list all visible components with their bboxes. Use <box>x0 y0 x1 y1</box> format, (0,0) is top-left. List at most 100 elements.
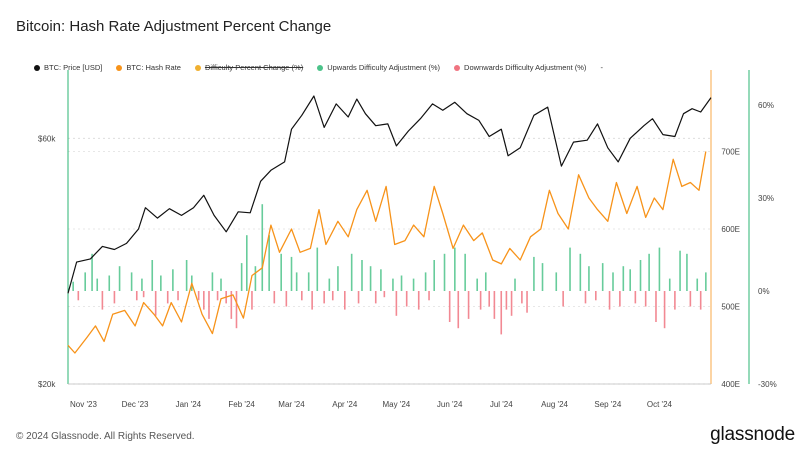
legend-item-2[interactable]: Difficulty Percent Change (%) <box>194 63 303 72</box>
legend-dot-icon <box>317 64 324 71</box>
x-tick-label: Mar '24 <box>278 400 305 409</box>
upward-adjustment-bar <box>307 272 310 291</box>
legend-item-1[interactable]: BTC: Hash Rate <box>116 63 181 72</box>
downward-adjustment-bar <box>230 291 233 319</box>
downward-adjustment-bar <box>584 291 587 304</box>
upward-adjustment-bar <box>639 260 642 291</box>
upward-adjustment-bar <box>569 247 571 291</box>
upward-adjustment-bar <box>290 256 293 291</box>
downward-adjustment-bar <box>619 291 621 307</box>
downward-adjustment-bar <box>448 291 451 322</box>
x-tick-label: May '24 <box>382 400 410 409</box>
upward-adjustment-bar <box>686 253 688 291</box>
upward-adjustment-bar <box>380 269 382 291</box>
downward-adjustment-bar <box>655 291 657 322</box>
downward-adjustment-bar <box>374 291 377 304</box>
upward-adjustment-bar <box>254 266 257 291</box>
upward-adjustment-bar <box>151 260 154 291</box>
x-tick-label: Dec '23 <box>122 400 149 409</box>
upward-adjustment-bar <box>601 263 604 291</box>
upward-adjustment-bar <box>392 278 394 291</box>
price-tick-label: $60k <box>38 134 56 143</box>
downward-adjustment-bar <box>383 291 386 298</box>
upward-adjustment-bar <box>361 260 363 291</box>
chart-title: Bitcoin: Hash Rate Adjustment Percent Ch… <box>16 18 332 35</box>
downward-adjustment-bar <box>417 291 420 310</box>
downward-adjustment-bar <box>197 291 200 301</box>
downward-adjustment-bar <box>142 291 145 298</box>
upward-adjustment-bar <box>622 266 625 291</box>
upward-adjustment-bar <box>629 269 631 291</box>
downward-adjustment-bar <box>699 291 702 310</box>
downward-adjustment-bar <box>235 291 238 329</box>
upward-adjustment-bar <box>295 272 298 291</box>
legend-item-3[interactable]: Upwards Difficulty Adjustment (%) <box>317 63 440 72</box>
downward-adjustment-bar <box>166 291 169 304</box>
downward-adjustment-bar <box>77 291 80 301</box>
downward-adjustment-bar <box>428 291 430 301</box>
upward-adjustment-bar <box>316 247 319 291</box>
downward-adjustment-bar <box>301 291 303 301</box>
upward-adjustment-bar <box>96 278 99 291</box>
downward-adjustment-bar <box>208 291 210 319</box>
upward-adjustment-bar <box>108 275 111 291</box>
upward-adjustment-bar <box>541 263 544 291</box>
downward-adjustment-bar <box>488 291 491 307</box>
x-tick-label: Apr '24 <box>332 400 358 409</box>
upward-adjustment-bar <box>679 250 681 291</box>
legend-dot-icon <box>454 64 461 71</box>
upward-adjustment-bar <box>424 272 427 291</box>
chart-legend: BTC: Price [USD] BTC: Hash Rate Difficulty… <box>34 63 603 72</box>
downward-adjustment-bar <box>323 291 325 304</box>
upward-adjustment-bar <box>555 272 558 291</box>
upward-adjustment-bar <box>658 247 661 291</box>
legend-dot-icon <box>194 64 201 71</box>
downward-adjustment-bar <box>500 291 503 335</box>
downward-adjustment-bar <box>608 291 611 310</box>
upward-adjustment-bar <box>476 278 478 291</box>
downward-adjustment-bar <box>285 291 288 307</box>
downward-adjustment-bar <box>154 291 157 316</box>
legend-label: Upwards Difficulty Adjustment (%) <box>327 63 441 72</box>
x-tick-label: Sep '24 <box>594 400 621 409</box>
x-tick-label: Jan '24 <box>176 400 202 409</box>
upward-adjustment-bar <box>464 253 466 291</box>
upward-adjustment-bar <box>160 275 162 291</box>
price-tick-label: $20k <box>38 380 56 389</box>
upward-adjustment-bar <box>240 263 243 291</box>
downward-adjustment-bar <box>177 291 179 301</box>
upward-adjustment-bar <box>579 253 582 291</box>
upward-adjustment-bar <box>612 272 614 291</box>
legend-dot-icon <box>34 64 40 71</box>
x-tick-label: Jul '24 <box>490 400 513 409</box>
difficulty-tick-label: 30% <box>758 194 774 203</box>
x-tick-label: Jun '24 <box>437 400 463 409</box>
upward-adjustment-bar <box>705 272 707 291</box>
downward-adjustment-bar <box>674 291 676 310</box>
downward-adjustment-bar <box>644 291 647 307</box>
downward-adjustment-bar <box>505 291 508 310</box>
legend-label: Downwards Difficulty Adjustment (%) <box>464 63 587 72</box>
upward-adjustment-bar <box>668 278 671 291</box>
downward-adjustment-bar <box>479 291 482 310</box>
legend-item-4[interactable]: Downwards Difficulty Adjustment (%) <box>454 63 586 72</box>
legend-more[interactable]: - <box>600 63 603 72</box>
upward-adjustment-bar <box>211 272 214 291</box>
upward-adjustment-bar <box>91 253 93 291</box>
downward-adjustment-bar <box>343 291 346 310</box>
legend-dot-icon <box>116 64 123 71</box>
downward-adjustment-bar <box>113 291 116 304</box>
downward-adjustment-bar <box>595 291 597 301</box>
downward-adjustment-bar <box>311 291 313 310</box>
upward-adjustment-bar <box>220 278 222 291</box>
downward-adjustment-bar <box>457 291 460 329</box>
difficulty-tick-label: 60% <box>758 101 774 110</box>
upward-adjustment-bar <box>261 204 264 291</box>
downward-adjustment-bar <box>251 291 253 310</box>
upward-adjustment-bar <box>514 278 516 291</box>
upward-adjustment-bar <box>433 260 436 291</box>
btc-price-line <box>67 95 712 294</box>
hash-rate-line <box>67 151 707 354</box>
legend-item-0[interactable]: BTC: Price [USD] <box>34 63 102 72</box>
